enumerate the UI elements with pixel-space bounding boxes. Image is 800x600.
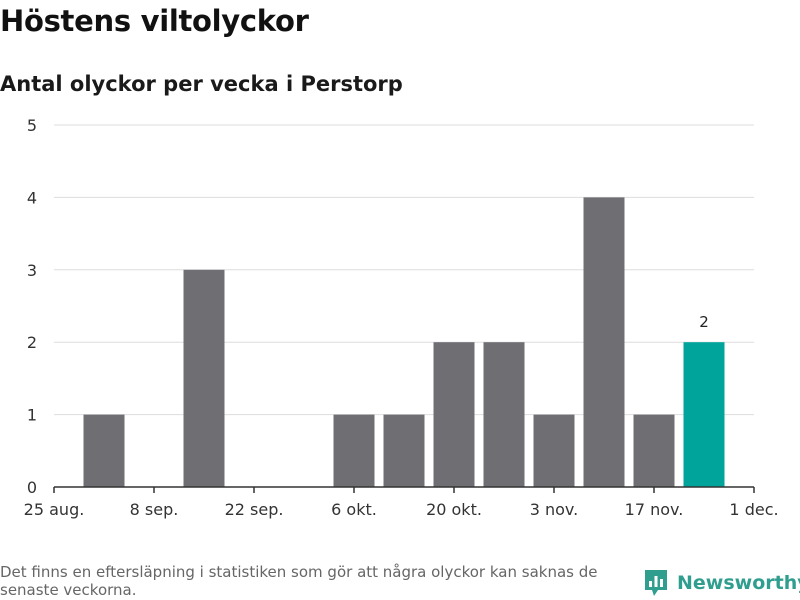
y-tick-label: 1 xyxy=(27,406,37,425)
bars xyxy=(83,197,725,487)
bar-v43 xyxy=(433,342,475,487)
bar-v48 xyxy=(683,342,725,487)
y-axis-ticks: 0 1 2 3 4 5 xyxy=(27,116,37,497)
newsworthy-logo-icon xyxy=(645,570,667,596)
footnote: Det finns en eftersläpning i statistiken… xyxy=(0,563,598,599)
data-labels: 2 xyxy=(699,313,709,331)
y-tick-label: 5 xyxy=(27,116,37,135)
chart-title: Höstens viltolyckor xyxy=(0,4,309,38)
newsworthy-logo-text: Newsworthy xyxy=(677,572,800,594)
y-tick-label: 2 xyxy=(27,333,37,352)
chart-subtitle: Antal olyckor per vecka i Perstorp xyxy=(0,72,403,96)
bar-v44 xyxy=(483,342,525,487)
x-tick-label: 3 nov. xyxy=(530,500,579,519)
bar-v45 xyxy=(533,414,575,487)
x-tick-label: 22 sep. xyxy=(225,500,284,519)
bar-chart: 0 1 2 3 4 5 25 aug. 8 sep. 22 sep. 6 okt. 20 okt.… xyxy=(24,116,779,519)
y-tick-label: 4 xyxy=(27,188,37,207)
bar-v47 xyxy=(633,414,675,487)
x-tick-label: 8 sep. xyxy=(130,500,179,519)
gridlines xyxy=(54,124,754,416)
bar-v46 xyxy=(583,197,625,487)
x-tick-label: 17 nov. xyxy=(625,500,684,519)
x-tick-label: 20 okt. xyxy=(426,500,482,519)
x-tick-label: 6 okt. xyxy=(331,500,377,519)
x-tick-label: 25 aug. xyxy=(24,500,85,519)
bar-v42 xyxy=(383,414,425,487)
y-tick-label: 3 xyxy=(27,261,37,280)
bar-v41 xyxy=(333,414,375,487)
newsworthy-logo: Newsworthy xyxy=(643,568,800,598)
bar-v38 xyxy=(183,269,225,487)
data-label: 2 xyxy=(699,313,709,331)
x-axis: 25 aug. 8 sep. 22 sep. 6 okt. 20 okt. 3 nov. 1… xyxy=(24,486,779,519)
bar-v36 xyxy=(83,414,125,487)
y-tick-label: 0 xyxy=(27,478,37,497)
x-tick-label: 1 dec. xyxy=(729,500,778,519)
